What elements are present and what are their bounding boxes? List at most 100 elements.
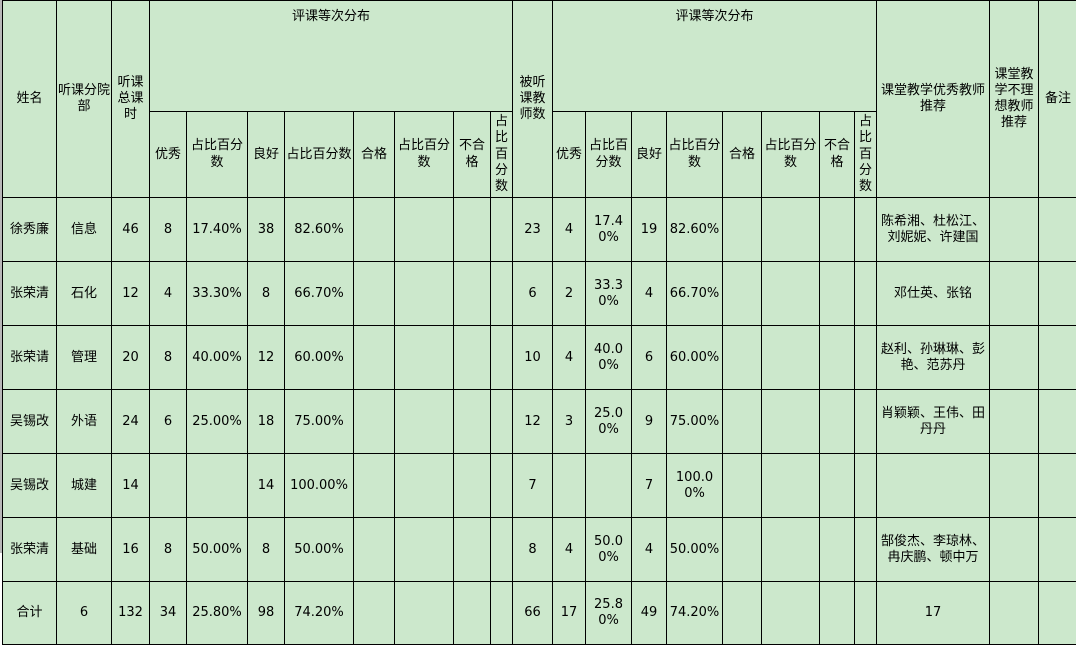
cell-dept: 基础 — [57, 518, 112, 582]
cell-b-fail-pct — [855, 390, 877, 454]
cell-total-a-good: 98 — [248, 582, 285, 645]
subheader-excellent-b: 优秀 — [553, 112, 586, 198]
header-group-reviewed: 评课等次分布 — [553, 1, 877, 112]
cell-unideal-rec — [990, 262, 1039, 326]
cell-a-excellent-pct: 25.00% — [187, 390, 248, 454]
subheader-good-a: 良好 — [248, 112, 285, 198]
cell-a-fail-pct — [491, 326, 513, 390]
subheader-good-pct-a: 占比百分数 — [285, 112, 354, 198]
cell-a-fail-pct — [491, 390, 513, 454]
cell-name: 吴锡改 — [3, 454, 57, 518]
cell-a-pass — [354, 390, 395, 454]
cell-observed-teachers: 8 — [513, 518, 553, 582]
cell-b-pass-pct — [762, 390, 820, 454]
cell-b-pass — [723, 326, 762, 390]
cell-total-observed-teachers: 66 — [513, 582, 553, 645]
cell-a-excellent-pct: 33.30% — [187, 262, 248, 326]
table-row[interactable]: 徐秀廉 信息 46 8 17.40% 38 82.60% 23 4 17.40%… — [3, 198, 1076, 262]
cell-unideal-rec — [990, 326, 1039, 390]
cell-a-good: 38 — [248, 198, 285, 262]
cell-total-hours: 132 — [112, 582, 150, 645]
cell-a-good-pct: 50.00% — [285, 518, 354, 582]
cell-a-fail — [454, 454, 491, 518]
subheader-pass-a: 合格 — [354, 112, 395, 198]
header-total-hours: 听课总课时 — [112, 1, 150, 198]
subheader-good-b: 良好 — [632, 112, 667, 198]
cell-b-good-pct: 82.60% — [667, 198, 723, 262]
cell-a-fail — [454, 262, 491, 326]
cell-b-good-pct: 75.00% — [667, 390, 723, 454]
table-row[interactable]: 吴锡改 外语 24 6 25.00% 18 75.00% 12 3 25.00%… — [3, 390, 1076, 454]
cell-b-excellent — [553, 454, 586, 518]
cell-total-a-excellent: 34 — [150, 582, 187, 645]
cell-b-pass-pct — [762, 454, 820, 518]
cell-b-pass — [723, 518, 762, 582]
cell-b-good: 7 — [632, 454, 667, 518]
cell-a-pass — [354, 198, 395, 262]
cell-b-pass-pct — [762, 198, 820, 262]
cell-total-unideal-rec — [990, 582, 1039, 645]
cell-excellent-rec: 邓仕英、张铭 — [877, 262, 990, 326]
subheader-fail-a: 不合格 — [454, 112, 491, 198]
cell-b-pass — [723, 390, 762, 454]
cell-dept: 管理 — [57, 326, 112, 390]
cell-b-pass — [723, 262, 762, 326]
cell-total-b-fail — [820, 582, 855, 645]
header-name: 姓名 — [3, 1, 57, 198]
cell-b-fail — [820, 262, 855, 326]
cell-total-remarks — [1039, 582, 1076, 645]
cell-excellent-rec: 赵利、孙琳琳、彭艳、范苏丹 — [877, 326, 990, 390]
cell-b-fail-pct — [855, 326, 877, 390]
table-row[interactable]: 张荣清 基础 16 8 50.00% 8 50.00% 8 4 50.00% 4… — [3, 518, 1076, 582]
cell-b-excellent-pct: 25.00% — [586, 390, 632, 454]
cell-a-excellent-pct: 17.40% — [187, 198, 248, 262]
cell-total-a-fail-pct — [491, 582, 513, 645]
cell-total-excellent-rec: 17 — [877, 582, 990, 645]
header-remarks: 备注 — [1039, 1, 1076, 198]
cell-name: 张荣清 — [3, 518, 57, 582]
header-unideal-teacher-rec: 课堂教学不理想教师推荐 — [990, 1, 1039, 198]
cell-a-fail — [454, 198, 491, 262]
cell-dept: 外语 — [57, 390, 112, 454]
cell-b-excellent: 4 — [553, 198, 586, 262]
cell-observed-teachers: 10 — [513, 326, 553, 390]
table-total-row[interactable]: 合计 6 132 34 25.80% 98 74.20% 66 17 25.80… — [3, 582, 1076, 645]
cell-b-good: 9 — [632, 390, 667, 454]
table-row[interactable]: 张荣清 石化 12 4 33.30% 8 66.70% 6 2 33.30% 4… — [3, 262, 1076, 326]
table-row[interactable]: 张荣请 管理 20 8 40.00% 12 60.00% 10 4 40.00%… — [3, 326, 1076, 390]
cell-name: 徐秀廉 — [3, 198, 57, 262]
cell-total-hours: 14 — [112, 454, 150, 518]
cell-b-fail — [820, 326, 855, 390]
cell-a-good: 18 — [248, 390, 285, 454]
subheader-pass-pct-b: 占比百分数 — [762, 112, 820, 198]
cell-excellent-rec: 肖颖颖、王伟、田丹丹 — [877, 390, 990, 454]
subheader-fail-pct-b: 占比百分数 — [855, 112, 877, 198]
cell-a-excellent — [150, 454, 187, 518]
cell-name: 吴锡改 — [3, 390, 57, 454]
cell-total-dept: 6 — [57, 582, 112, 645]
subheader-pass-pct-a: 占比百分数 — [395, 112, 454, 198]
cell-b-good-pct: 100.00% — [667, 454, 723, 518]
cell-dept: 城建 — [57, 454, 112, 518]
cell-a-excellent: 8 — [150, 518, 187, 582]
subheader-excellent-pct-b: 占比百分数 — [586, 112, 632, 198]
cell-a-pass-pct — [395, 198, 454, 262]
cell-b-excellent-pct: 17.40% — [586, 198, 632, 262]
cell-observed-teachers: 6 — [513, 262, 553, 326]
table-row[interactable]: 吴锡改 城建 14 14 100.00% 7 7 100.00% — [3, 454, 1076, 518]
cell-excellent-rec: 郜俊杰、李琼林、冉庆鹏、顿中万 — [877, 518, 990, 582]
cell-remarks — [1039, 454, 1076, 518]
cell-observed-teachers: 12 — [513, 390, 553, 454]
cell-b-excellent: 3 — [553, 390, 586, 454]
cell-b-fail — [820, 454, 855, 518]
cell-remarks — [1039, 326, 1076, 390]
cell-total-hours: 12 — [112, 262, 150, 326]
cell-total-b-pass — [723, 582, 762, 645]
cell-a-pass-pct — [395, 518, 454, 582]
cell-total-hours: 16 — [112, 518, 150, 582]
cell-b-good: 4 — [632, 262, 667, 326]
cell-b-good-pct: 60.00% — [667, 326, 723, 390]
cell-total-b-good: 49 — [632, 582, 667, 645]
cell-a-good-pct: 75.00% — [285, 390, 354, 454]
